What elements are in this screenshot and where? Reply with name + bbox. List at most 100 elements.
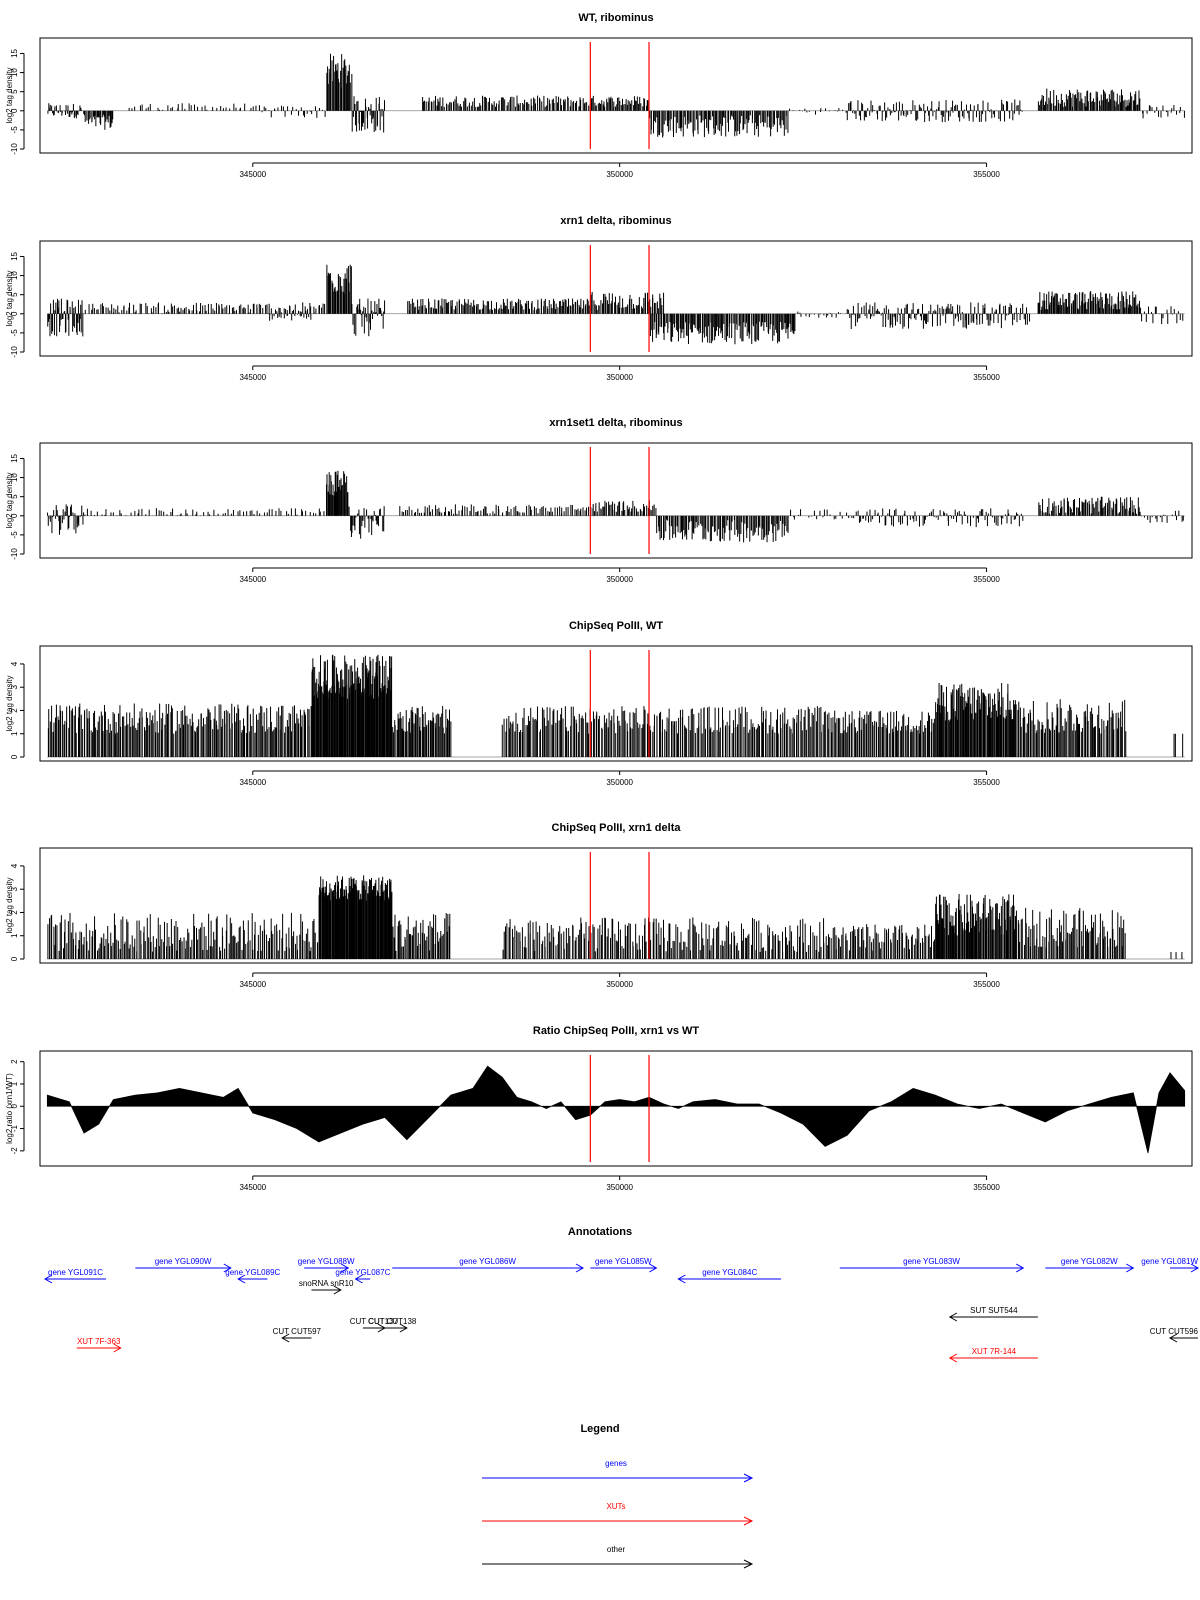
- feature-arrowhead: [43, 1274, 53, 1284]
- x-tick-label: 355000: [973, 575, 1000, 584]
- legend-arrowhead: [743, 1559, 754, 1569]
- annotation-feature: snoRNA snR10: [299, 1279, 354, 1295]
- x-tick-label: 350000: [606, 373, 633, 382]
- feature-label: gene YGL083W: [903, 1257, 960, 1266]
- feature-label: gene YGL089C: [225, 1268, 280, 1277]
- chart-title: xrn1set1 delta, ribominus: [549, 417, 682, 429]
- feature-arrowhead: [377, 1323, 386, 1333]
- feature-label: CUT CUT138: [368, 1317, 417, 1326]
- feature-label: CUT CUT597: [273, 1327, 322, 1336]
- ratio-area: [46, 1065, 1186, 1154]
- annotation-feature: gene YGL089C: [225, 1268, 281, 1284]
- annotation-feature: gene YGL081W: [1141, 1257, 1200, 1273]
- feature-label: gene YGL086W: [459, 1257, 516, 1266]
- x-tick-label: 345000: [239, 1183, 266, 1192]
- y-tick-label: 15: [10, 453, 19, 462]
- x-tick-label: 345000: [239, 575, 266, 584]
- feature-label: CUT CUT137: [350, 1317, 399, 1326]
- y-tick-label: 1: [10, 731, 19, 736]
- plot-frame: [39, 442, 1193, 559]
- feature-arrowhead: [1126, 1263, 1135, 1273]
- feature-arrowhead: [1190, 1263, 1200, 1273]
- y-tick-label: 2: [10, 708, 19, 713]
- feature-arrowhead: [281, 1333, 290, 1343]
- annotation-feature: gene YGL086W: [392, 1257, 584, 1273]
- feature-label: gene YGL085W: [595, 1257, 652, 1266]
- bars-group: [47, 875, 1183, 959]
- feature-arrowhead: [575, 1263, 584, 1273]
- y-tick-label: -5: [10, 531, 19, 539]
- legend-item-label: other: [607, 1545, 626, 1554]
- feature-arrowhead: [354, 1274, 363, 1284]
- chart-panel: xrn1set1 delta, ribominus -10 -5 0 5 10 15 log2…: [5, 417, 1193, 584]
- x-tick-label: 350000: [606, 170, 633, 179]
- feature-label: gene YGL087C: [335, 1268, 390, 1277]
- x-tick-label: 350000: [606, 575, 633, 584]
- x-tick-label: 355000: [973, 778, 1000, 787]
- chart-title: ChipSeq PolII, xrn1 delta: [552, 822, 682, 834]
- y-tick-label: 0: [10, 1103, 19, 1108]
- y-tick-label: 15: [10, 251, 19, 260]
- chart-title: xrn1 delta, ribominus: [560, 215, 671, 227]
- x-tick-label: 355000: [973, 980, 1000, 989]
- bars-group: [47, 470, 1184, 543]
- y-tick-label: 2: [10, 910, 19, 915]
- annotation-feature: CUT CUT137: [350, 1317, 399, 1333]
- y-tick-label: 4: [10, 863, 19, 868]
- feature-arrowhead: [399, 1323, 408, 1333]
- y-tick-label: 3: [10, 684, 19, 689]
- annotation-feature: SUT SUT544: [948, 1306, 1038, 1322]
- annotation-feature: gene YGL090W: [135, 1257, 232, 1273]
- chart-panel: WT, ribominus -10 -5 0 5 10 15 log2 tag density…: [5, 12, 1193, 179]
- annotation-feature: gene YGL088W: [298, 1257, 355, 1273]
- y-tick-label: 1: [10, 1081, 19, 1086]
- plot-frame: [39, 1050, 1193, 1167]
- y-tick-label: 15: [10, 48, 19, 57]
- y-tick-label: -10: [10, 346, 19, 358]
- y-tick-label: 0: [10, 311, 19, 316]
- x-tick-label: 345000: [239, 373, 266, 382]
- annotation-feature: gene YGL085W: [590, 1257, 658, 1273]
- feature-arrowhead: [333, 1285, 342, 1295]
- feature-label: gene YGL091C: [48, 1268, 103, 1277]
- y-tick-label: -2: [10, 1147, 19, 1155]
- y-tick-label: 5: [10, 89, 19, 94]
- x-tick-label: 350000: [606, 1183, 633, 1192]
- y-axis-label: log2 tag density: [5, 270, 14, 326]
- y-tick-label: 0: [10, 513, 19, 518]
- bars-group: [47, 654, 1184, 757]
- y-axis-label: log2 tag density: [5, 472, 14, 528]
- y-axis-label: log2 tag density: [5, 67, 14, 123]
- y-tick-label: -5: [10, 329, 19, 337]
- y-tick-label: 10: [10, 68, 19, 77]
- feature-arrowhead: [1168, 1333, 1178, 1343]
- feature-label: gene YGL084C: [702, 1268, 757, 1277]
- feature-label: gene YGL082W: [1061, 1257, 1118, 1266]
- annotation-feature: CUT CUT597: [273, 1327, 322, 1343]
- feature-arrowhead: [237, 1274, 246, 1284]
- chart-title: WT, ribominus: [578, 12, 653, 24]
- legend-item: genes: [482, 1459, 754, 1483]
- feature-arrowhead: [677, 1274, 686, 1284]
- legend-item-label: genes: [605, 1459, 627, 1468]
- x-tick-label: 350000: [606, 980, 633, 989]
- chart-panel: Ratio ChipSeq PolII, xrn1 vs WT -2 -1 0 1 2 lo…: [5, 1025, 1193, 1192]
- annotation-feature: XUT 7R-144: [948, 1347, 1038, 1363]
- y-axis-label: log2 tag density: [5, 877, 14, 933]
- legend-arrowhead: [743, 1516, 754, 1526]
- annotation-feature: gene YGL083W: [839, 1257, 1025, 1273]
- y-tick-label: -1: [10, 1124, 19, 1132]
- annotation-feature: CUT CUT596: [1150, 1327, 1199, 1343]
- chart-title: ChipSeq PolII, WT: [569, 620, 663, 632]
- chart-panel: ChipSeq PolII, xrn1 delta 0 1 2 3 4 log2 tag d…: [5, 822, 1193, 989]
- annotations-track: Annotations gene YGL091C gene YGL090W gene…: [43, 1226, 1200, 1363]
- annotation-feature: gene YGL087C: [335, 1268, 391, 1284]
- y-axis-label: log2 ratio (xrn1/WT): [5, 1073, 14, 1144]
- plot-frame: [39, 37, 1193, 154]
- feature-arrowhead: [649, 1263, 658, 1273]
- y-axis-label: log2 tag density: [5, 675, 14, 731]
- annotation-feature: gene YGL084C: [677, 1268, 782, 1284]
- bars-group: [47, 264, 1184, 345]
- annotation-feature: XUT 7F-363: [76, 1337, 122, 1353]
